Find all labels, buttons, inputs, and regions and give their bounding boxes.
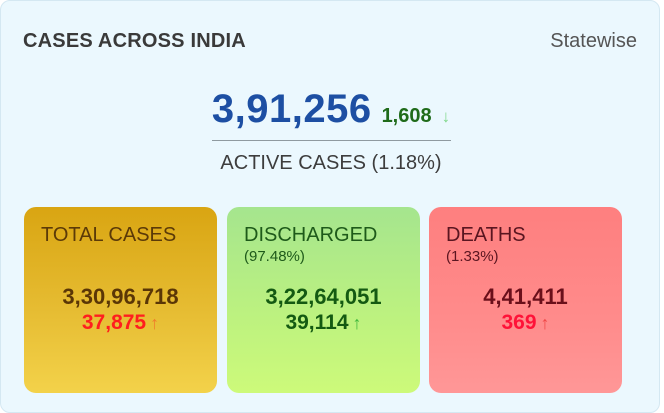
active-cases-value: 3,91,256 — [211, 87, 372, 131]
page-title: CASES ACROSS INDIA — [23, 30, 246, 52]
total-cases-values: 3,30,96,718 37,875 ↑ — [24, 284, 217, 336]
discharged-card: DISCHARGED (97.48%) 3,22,64,051 39,114 ↑ — [227, 207, 420, 393]
arrow-down-icon: ↓ — [441, 107, 451, 126]
deaths-card: DEATHS (1.33%) 4,41,411 369 ↑ — [429, 207, 622, 393]
discharged-delta-row: 39,114 ↑ — [227, 310, 420, 336]
deaths-title: DEATHS — [446, 224, 526, 246]
statewise-link[interactable]: Statewise — [550, 30, 637, 52]
active-cases-delta: 1,608 — [381, 105, 432, 127]
active-cases-summary: 3,91,256 1,608 ↓ — [1, 87, 661, 132]
deaths-delta: 369 — [501, 311, 537, 334]
total-cases-title: TOTAL CASES — [41, 224, 177, 246]
total-cases-delta-row: 37,875 ↑ — [24, 310, 217, 336]
deaths-percent: (1.33%) — [446, 248, 499, 265]
discharged-delta: 39,114 — [285, 311, 349, 334]
discharged-values: 3,22,64,051 39,114 ↑ — [227, 284, 420, 336]
total-cases-value: 3,30,96,718 — [62, 284, 179, 309]
arrow-up-icon: ↑ — [150, 313, 160, 333]
arrow-up-icon: ↑ — [540, 313, 550, 333]
arrow-up-icon: ↑ — [352, 313, 362, 333]
deaths-values: 4,41,411 369 ↑ — [429, 284, 622, 336]
discharged-value: 3,22,64,051 — [265, 284, 382, 309]
active-cases-label: ACTIVE CASES (1.18%) — [220, 152, 442, 174]
discharged-title: DISCHARGED — [244, 224, 378, 246]
total-cases-delta: 37,875 — [81, 311, 147, 334]
active-cases-row: 3,91,256 1,608 ↓ — [212, 87, 450, 132]
discharged-percent: (97.48%) — [244, 248, 305, 265]
divider — [212, 140, 451, 141]
total-cases-card: TOTAL CASES 3,30,96,718 37,875 ↑ — [24, 207, 217, 393]
deaths-delta-row: 369 ↑ — [429, 310, 622, 336]
deaths-value: 4,41,411 — [483, 284, 568, 309]
